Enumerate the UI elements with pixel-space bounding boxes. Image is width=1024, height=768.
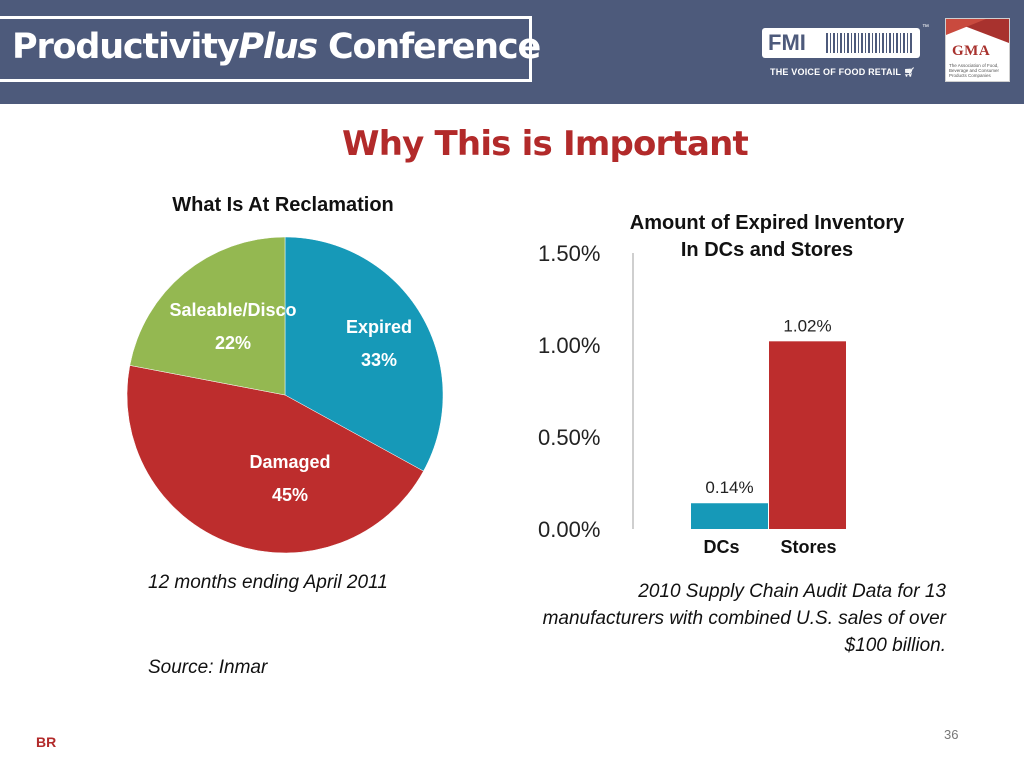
trademark-symbol: ™ xyxy=(922,24,929,31)
x-category-label-stores: Stores xyxy=(780,537,836,557)
bar-value-label-dcs: 0.14% xyxy=(705,478,753,497)
pie-value-saleable-disco: 22% xyxy=(215,333,251,353)
fmi-tagline: THE VOICE OF FOOD RETAIL 🛒︎ xyxy=(770,67,915,78)
fmi-logo: FMI ™ THE VOICE OF FOOD RETAIL 🛒︎ xyxy=(762,24,930,80)
brand-word-conference: Conference xyxy=(316,27,541,67)
y-tick-label: 0.00% xyxy=(538,517,600,542)
gma-tagline: The Association of Food, Beverage and Co… xyxy=(949,63,1000,78)
page-number: 36 xyxy=(944,727,959,742)
pie-slice-saleable-disco xyxy=(129,236,286,396)
pie-value-expired: 33% xyxy=(361,350,397,370)
fmi-tagline-text: THE VOICE OF FOOD RETAIL xyxy=(770,67,901,77)
bar-chart-title-line1: Amount of Expired Inventory xyxy=(630,212,905,234)
x-category-label-dcs: DCs xyxy=(703,537,739,557)
brand-word-productivity: Productivity xyxy=(12,27,240,67)
brand-word-plus: Plus xyxy=(238,27,318,67)
cart-icon: 🛒︎ xyxy=(903,67,916,77)
pie-label-damaged: Damaged xyxy=(249,452,330,472)
conference-title: ProductivityPlus Conference xyxy=(12,27,541,67)
y-tick-label: 0.50% xyxy=(538,425,600,450)
gma-logo-triangle-accent xyxy=(946,19,986,35)
audit-note: 2010 Supply Chain Audit Data for 13 manu… xyxy=(542,581,946,656)
bar-stores xyxy=(769,341,846,529)
barcode-icon xyxy=(826,33,914,53)
fmi-logo-box: FMI xyxy=(762,28,920,58)
pie-label-expired: Expired xyxy=(346,317,412,337)
fmi-logo-letters: FMI xyxy=(768,30,806,55)
bar-value-label-stores: 1.02% xyxy=(783,316,831,335)
header-banner: ProductivityPlus Conference FMI ™ THE VO… xyxy=(0,0,1024,104)
y-tick-label: 1.50% xyxy=(538,241,600,266)
pie-slice-damaged xyxy=(126,365,424,554)
pie-value-damaged: 45% xyxy=(272,485,308,505)
source-note: Source: Inmar xyxy=(148,657,268,678)
presenter-initials: BR xyxy=(36,734,57,750)
pie-chart: What Is At Reclamation Expired 33% Damaged… xyxy=(126,194,444,554)
slide-title: Why This is Important xyxy=(342,124,749,164)
bar-chart-title-line2: In DCs and Stores xyxy=(681,239,853,261)
gma-logo-letters: GMA xyxy=(952,43,991,59)
y-tick-label: 1.00% xyxy=(538,333,600,358)
pie-chart-title: What Is At Reclamation xyxy=(172,194,394,216)
period-note: 12 months ending April 2011 xyxy=(148,572,388,593)
gma-logo: GMA The Association of Food, Beverage an… xyxy=(945,18,1010,82)
bar-chart: Amount of Expired Inventory In DCs and S… xyxy=(538,212,905,557)
bar-dcs xyxy=(691,503,768,529)
pie-label-saleable-disco: Saleable/Disco xyxy=(169,300,296,320)
pie-slice-expired xyxy=(284,236,444,472)
brand-frame: ProductivityPlus Conference xyxy=(0,16,541,82)
